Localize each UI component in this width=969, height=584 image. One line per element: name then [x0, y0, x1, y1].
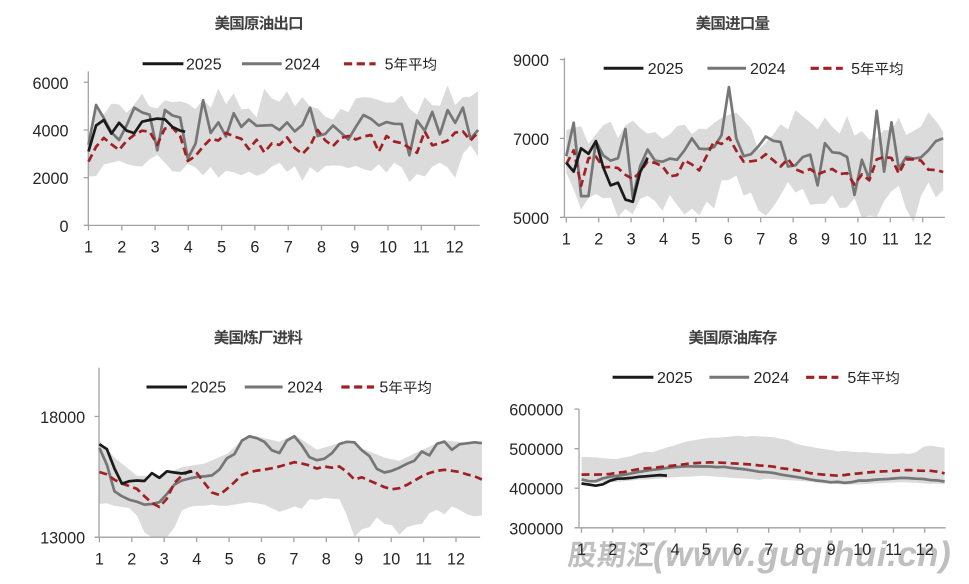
- svg-text:600000: 600000: [509, 402, 563, 420]
- svg-text:4000: 4000: [32, 123, 68, 141]
- svg-text:6000: 6000: [32, 75, 68, 93]
- svg-text:8: 8: [789, 230, 798, 248]
- svg-text:2025: 2025: [186, 57, 222, 74]
- svg-text:2: 2: [608, 541, 617, 559]
- svg-text:7: 7: [756, 230, 765, 248]
- svg-text:5: 5: [691, 230, 700, 248]
- svg-text:7: 7: [289, 551, 298, 569]
- svg-text:(www.guqihui.cn): (www.guqihui.cn): [653, 535, 951, 574]
- svg-text:2025: 2025: [648, 61, 684, 78]
- svg-text:2: 2: [127, 551, 136, 569]
- svg-text:12: 12: [446, 239, 464, 257]
- svg-text:10: 10: [382, 551, 400, 569]
- svg-text:11: 11: [413, 239, 430, 257]
- svg-text:9: 9: [350, 239, 359, 257]
- svg-text:2024: 2024: [285, 57, 321, 74]
- svg-text:2025: 2025: [657, 370, 693, 387]
- svg-text:2: 2: [117, 239, 126, 257]
- svg-text:1: 1: [562, 230, 571, 248]
- svg-text:4: 4: [659, 230, 668, 248]
- svg-text:2024: 2024: [750, 61, 786, 78]
- svg-text:13000: 13000: [40, 530, 85, 548]
- svg-text:12: 12: [447, 551, 465, 569]
- svg-text:9: 9: [354, 551, 363, 569]
- svg-text:3: 3: [639, 541, 648, 559]
- svg-text:3: 3: [160, 551, 169, 569]
- svg-text:11: 11: [885, 541, 902, 559]
- svg-text:5000: 5000: [513, 210, 549, 228]
- svg-text:6: 6: [724, 230, 733, 248]
- svg-text:10: 10: [853, 541, 871, 559]
- svg-text:10: 10: [849, 230, 867, 248]
- svg-text:9: 9: [821, 230, 830, 248]
- svg-text:9000: 9000: [513, 52, 549, 70]
- svg-text:1: 1: [84, 239, 93, 257]
- svg-text:11: 11: [882, 230, 899, 248]
- svg-text:2024: 2024: [754, 370, 790, 387]
- svg-text:10: 10: [379, 239, 397, 257]
- svg-text:3: 3: [151, 239, 160, 257]
- svg-text:1: 1: [577, 541, 586, 559]
- svg-text:6: 6: [257, 551, 266, 569]
- svg-text:5: 5: [851, 61, 860, 78]
- svg-text:8: 8: [795, 541, 804, 559]
- svg-text:8: 8: [322, 551, 331, 569]
- svg-text:9: 9: [827, 541, 836, 559]
- svg-text:7: 7: [764, 541, 773, 559]
- svg-text:5: 5: [847, 370, 856, 387]
- svg-text:5: 5: [217, 239, 226, 257]
- svg-text:4: 4: [184, 239, 193, 257]
- svg-text:18000: 18000: [40, 409, 85, 427]
- svg-text:2024: 2024: [287, 380, 323, 397]
- svg-text:5: 5: [702, 541, 711, 559]
- svg-text:2000: 2000: [32, 170, 68, 188]
- svg-text:1: 1: [95, 551, 104, 569]
- svg-text:0: 0: [59, 218, 68, 236]
- svg-text:3: 3: [627, 230, 636, 248]
- svg-text:6: 6: [733, 541, 742, 559]
- svg-text:2025: 2025: [191, 380, 227, 397]
- svg-text:5: 5: [379, 380, 388, 397]
- svg-text:300000: 300000: [509, 520, 563, 538]
- svg-text:11: 11: [415, 551, 432, 569]
- svg-text:12: 12: [916, 541, 934, 559]
- svg-text:6: 6: [250, 239, 259, 257]
- svg-text:5: 5: [385, 57, 394, 74]
- svg-text:5: 5: [225, 551, 234, 569]
- svg-text:4: 4: [671, 541, 680, 559]
- svg-text:12: 12: [914, 230, 932, 248]
- svg-text:7: 7: [284, 239, 293, 257]
- svg-text:2: 2: [594, 230, 603, 248]
- svg-text:400000: 400000: [509, 481, 563, 499]
- svg-text:7000: 7000: [513, 131, 549, 149]
- svg-text:4: 4: [192, 551, 201, 569]
- svg-text:8: 8: [317, 239, 326, 257]
- svg-text:500000: 500000: [509, 441, 563, 459]
